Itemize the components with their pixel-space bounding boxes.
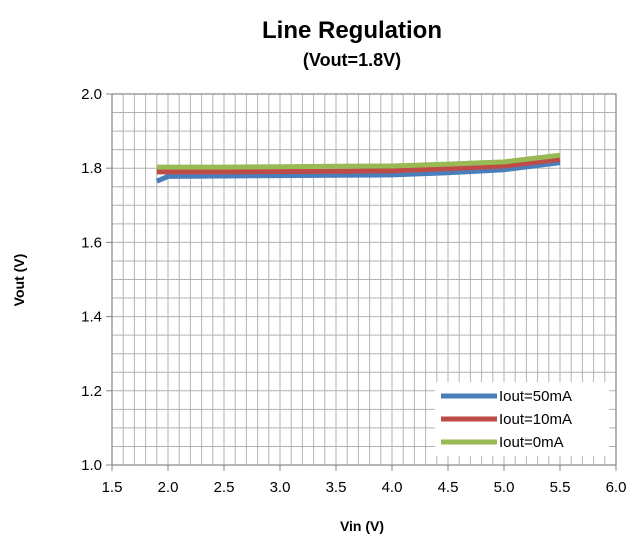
chart-subtitle: (Vout=1.8V) [303, 50, 401, 70]
y-tick-label: 1.4 [81, 309, 102, 326]
x-tick-label: 1.5 [102, 479, 123, 496]
legend: Iout=50mA Iout=10mA Iout=0mA [435, 382, 609, 456]
series-line [156, 152, 561, 170]
y-tick-label: 1.6 [81, 234, 102, 251]
x-tick-label: 5.0 [494, 479, 515, 496]
plot-area [111, 93, 617, 466]
x-axis-ticks: 1.5 2.0 2.5 3.0 3.5 4.0 4.5 5.0 5.5 6.0 [102, 465, 627, 496]
x-tick-label: 2.0 [158, 479, 179, 496]
x-tick-label: 4.5 [438, 479, 459, 496]
y-axis-title: Vout (V) [11, 254, 27, 307]
x-tick-label: 3.5 [326, 479, 347, 496]
x-tick-label: 3.0 [270, 479, 291, 496]
legend-label: Iout=0mA [499, 434, 564, 451]
x-tick-label: 4.0 [382, 479, 403, 496]
x-axis-title: Vin (V) [340, 518, 384, 534]
y-tick-label: 1.8 [81, 160, 102, 177]
chart-title: Line Regulation [262, 17, 442, 44]
series-lines [155, 152, 561, 184]
y-tick-label: 1.0 [81, 457, 102, 474]
series-line [155, 160, 561, 184]
series-line [156, 156, 561, 175]
legend-label: Iout=10mA [499, 411, 572, 428]
y-tick-label: 2.0 [81, 86, 102, 103]
x-tick-label: 5.5 [550, 479, 571, 496]
y-tick-label: 1.2 [81, 383, 102, 400]
x-tick-label: 6.0 [606, 479, 627, 496]
x-tick-label: 2.5 [214, 479, 235, 496]
legend-label: Iout=50mA [499, 388, 572, 405]
y-axis-ticks: 1.0 1.2 1.4 1.6 1.8 2.0 [81, 86, 112, 474]
